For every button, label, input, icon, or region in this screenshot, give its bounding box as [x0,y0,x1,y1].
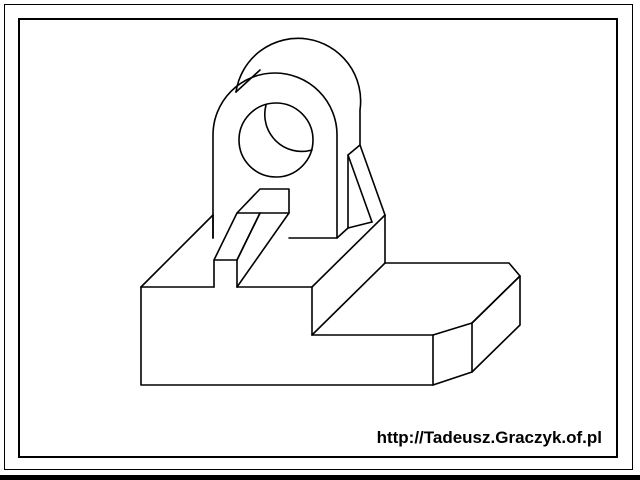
tongue-back-diagonal [236,212,290,288]
base-block [140,214,521,386]
rib-base-edge [347,221,373,229]
bottom-bar [0,475,640,480]
hole-inner-edge [263,104,313,153]
lug-top-connector [235,69,261,93]
tongue-side-edge [236,212,261,261]
chamfer-face [432,322,473,386]
rib-inner-edge [347,154,373,223]
slot-front [213,259,238,288]
lower-top-surface [311,262,521,336]
hole [238,102,314,178]
base-right-face [471,275,521,373]
upper-top-left-edge [140,214,214,288]
lug-back-arc [235,37,362,146]
lug-right-back-edge [336,227,349,239]
lug-front-face [212,72,338,239]
tongue-block [213,188,290,288]
inner-frame [18,18,618,458]
outer-frame [4,4,633,470]
upright-lug [212,37,362,239]
footer-url[interactable]: http://Tadeusz.Graczyk.of.pl [376,428,602,447]
tongue-front [213,212,261,261]
riser-diagonal-edge [311,214,386,288]
rib [347,144,386,229]
rib-outer [347,144,386,229]
base-left-front-face [140,286,434,386]
tongue-top [236,188,290,214]
